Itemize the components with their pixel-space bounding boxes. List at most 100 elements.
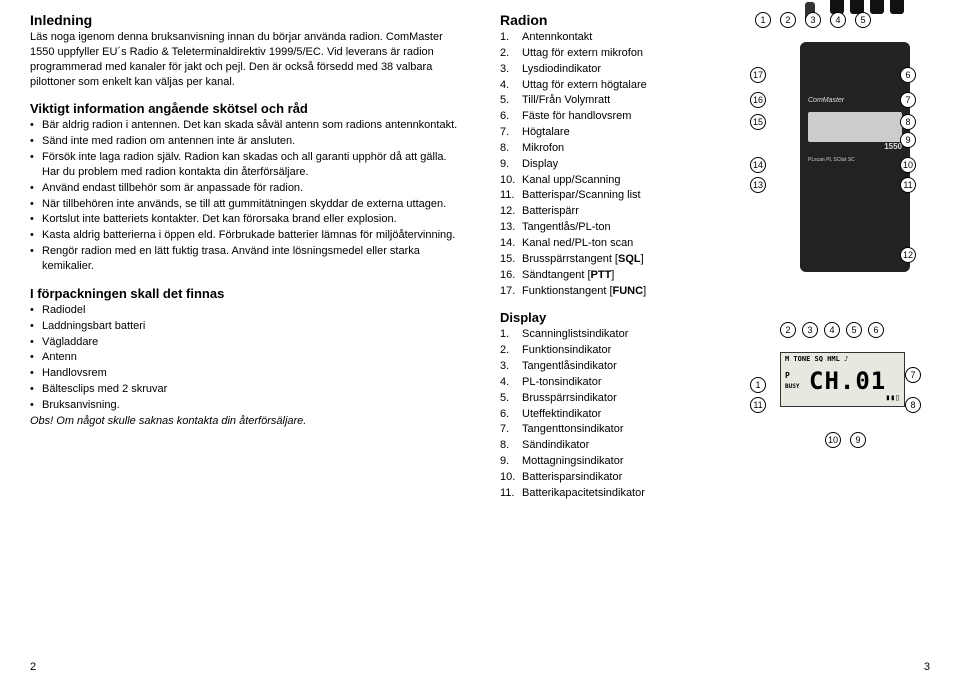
display-list-item: 9.Mottagningsindikator <box>500 454 735 469</box>
radio-screen <box>808 112 902 142</box>
radio-parts-list: 1.Antennkontakt2.Uttag för extern mikrof… <box>500 30 735 298</box>
callout-15: 15 <box>750 114 766 130</box>
list-number: 12. <box>500 204 515 219</box>
radio-list-item: 17.Funktionstangent [FUNC] <box>500 284 735 299</box>
list-number: 9. <box>500 157 509 172</box>
heading-care: Viktigt information angående skötsel och… <box>30 101 460 116</box>
list-number: 10. <box>500 173 515 188</box>
left-column: Inledning Läs noga igenom denna bruksanv… <box>30 12 460 671</box>
care-list-item: Kortslut inte batteriets kontakter. Det … <box>30 212 460 227</box>
package-list-item: Radiodel <box>30 303 460 318</box>
lcd-screen: M TONE SQ HML ♪ P BUSY CH.01 ▮▮▯ <box>780 352 905 407</box>
radio-list-item: 7.Högtalare <box>500 125 735 140</box>
callout-10: 10 <box>900 157 916 173</box>
callout-4: 4 <box>824 322 840 338</box>
display-list-item: 2.Funktionsindikator <box>500 343 735 358</box>
page-number-right: 3 <box>924 661 930 673</box>
lcd-busy-indicator: BUSY <box>785 383 799 390</box>
list-number: 4. <box>500 78 509 93</box>
display-list-item: 3.Tangentlåsindikator <box>500 359 735 374</box>
callout-7: 7 <box>905 367 921 383</box>
callout-2: 2 <box>780 322 796 338</box>
package-list-item: Laddningsbart batteri <box>30 319 460 334</box>
heading-intro: Inledning <box>30 12 460 28</box>
list-number: 17. <box>500 284 515 299</box>
right-text-column: Radion 1.Antennkontakt2.Uttag för extern… <box>500 12 735 671</box>
callout-7: 7 <box>900 92 916 108</box>
callout-10: 10 <box>825 432 841 448</box>
display-list-item: 6.Uteffektindikator <box>500 407 735 422</box>
care-list-item: Kasta aldrig batterierna i öppen eld. Fö… <box>30 228 460 243</box>
callout-12: 12 <box>900 247 916 263</box>
callout-17: 17 <box>750 67 766 83</box>
intro-paragraph: Läs noga igenom denna bruksanvisning inn… <box>30 30 460 89</box>
radio-button-labels: PLscan PL SClist SC <box>808 157 855 163</box>
radio-list-item: 13.Tangentlås/PL-ton <box>500 220 735 235</box>
callout-5: 5 <box>855 12 871 28</box>
care-list-item: Bär aldrig radion i antennen. Det kan sk… <box>30 118 460 133</box>
list-number: 14. <box>500 236 515 251</box>
lcd-side-indicator: P <box>785 371 790 380</box>
bold-key: SQL <box>618 253 641 265</box>
page-number-left: 2 <box>30 661 36 673</box>
list-number: 7. <box>500 125 509 140</box>
display-parts-list: 1.Scanninglistsindikator2.Funktionsindik… <box>500 327 735 500</box>
care-list: Bär aldrig radion i antennen. Det kan sk… <box>30 118 460 273</box>
list-number: 2. <box>500 343 509 358</box>
display-list-item: 10.Batterisparsindikator <box>500 470 735 485</box>
care-list-item: När tillbehören inte används, se till at… <box>30 197 460 212</box>
list-number: 3. <box>500 62 509 77</box>
list-number: 4. <box>500 375 509 390</box>
callout-2: 2 <box>780 12 796 28</box>
callout-11: 11 <box>900 177 916 193</box>
radio-list-item: 2.Uttag för extern mikrofon <box>500 46 735 61</box>
radio-figure: ComMaster 1550 PLscan PL SClist SC 12 345… <box>750 12 920 292</box>
bold-key: FUNC <box>613 285 644 297</box>
list-number: 5. <box>500 93 509 108</box>
list-number: 10. <box>500 470 515 485</box>
radio-list-item: 1.Antennkontakt <box>500 30 735 45</box>
display-list-item: 5.Brusspärrsindikator <box>500 391 735 406</box>
bold-key: PTT <box>591 269 612 281</box>
package-list-item: Bruksanvisning. <box>30 398 460 413</box>
callout-8: 8 <box>905 397 921 413</box>
radio-list-item: 5.Till/Från Volymratt <box>500 93 735 108</box>
radio-list-item: 4.Uttag för extern högtalare <box>500 78 735 93</box>
radio-brand: ComMaster <box>808 97 844 104</box>
package-list-item: Bältesclips med 2 skruvar <box>30 382 460 397</box>
package-list-item: Vägladdare <box>30 335 460 350</box>
package-note: Obs! Om något skulle saknas kontakta din… <box>30 414 460 429</box>
radio-list-item: 9.Display <box>500 157 735 172</box>
radio-model: 1550 <box>884 142 902 151</box>
list-number: 7. <box>500 422 509 437</box>
callout-14: 14 <box>750 157 766 173</box>
list-number: 15. <box>500 252 515 267</box>
radio-list-item: 14.Kanal ned/PL-ton scan <box>500 236 735 251</box>
callout-11: 11 <box>750 397 766 413</box>
package-list-item: Handlovsrem <box>30 366 460 381</box>
callout-4: 4 <box>830 12 846 28</box>
list-number: 3. <box>500 359 509 374</box>
radio-list-item: 8.Mikrofon <box>500 141 735 156</box>
radio-list-item: 10.Kanal upp/Scanning <box>500 173 735 188</box>
list-number: 11. <box>500 486 514 501</box>
package-list-item: Antenn <box>30 350 460 365</box>
display-list-item: 8.Sändindikator <box>500 438 735 453</box>
callout-9: 9 <box>850 432 866 448</box>
package-list: RadiodelLaddningsbart batteriVägladdareA… <box>30 303 460 413</box>
radio-list-item: 3.Lysdiodindikator <box>500 62 735 77</box>
callout-5: 5 <box>846 322 862 338</box>
list-number: 16. <box>500 268 515 283</box>
lcd-top-row: M TONE SQ HML ♪ <box>785 355 848 363</box>
callout-9: 9 <box>900 132 916 148</box>
lcd-channel: CH.01 <box>809 367 886 395</box>
list-number: 5. <box>500 391 509 406</box>
radio-list-item: 12.Batterispärr <box>500 204 735 219</box>
list-number: 13. <box>500 220 515 235</box>
radio-knob <box>890 0 904 14</box>
list-number: 6. <box>500 109 509 124</box>
list-number: 11. <box>500 188 514 203</box>
list-number: 1. <box>500 30 509 45</box>
callout-3: 3 <box>805 12 821 28</box>
callout-8: 8 <box>900 114 916 130</box>
